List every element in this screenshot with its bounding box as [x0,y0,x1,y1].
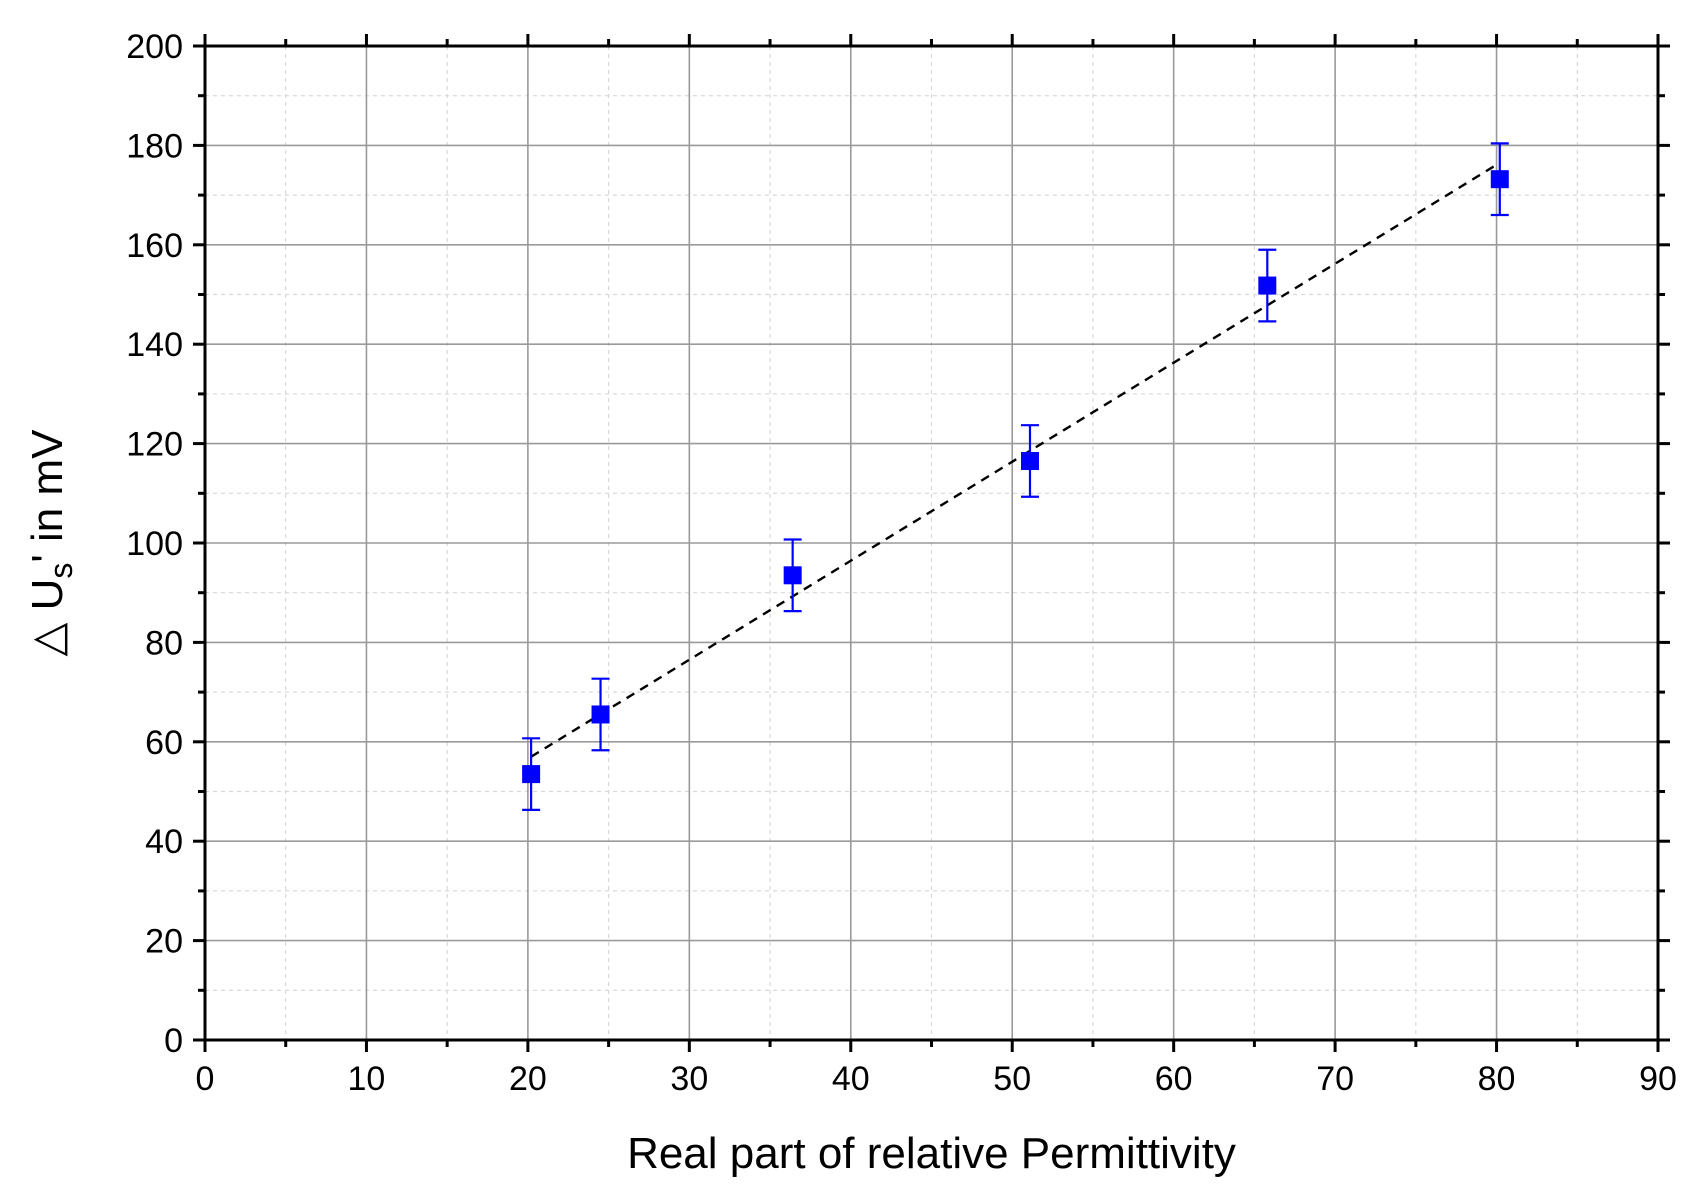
x-tick-label: 0 [196,1060,215,1098]
data-point [1258,276,1277,295]
y-tick-label: 60 [145,724,183,762]
fit-line [530,161,1501,758]
y-tick-label: 80 [145,624,183,662]
y-tick-label: 40 [145,823,183,861]
y-tick-label: 100 [126,525,183,563]
x-tick-label: 30 [670,1060,708,1098]
data-point [783,566,802,585]
y-tick-label: 160 [126,227,183,265]
axis-ticks [193,34,1670,1052]
data-point [1490,170,1509,189]
x-tick-label: 20 [509,1060,547,1098]
y-tick-label: 140 [126,326,183,364]
y-axis-title-subscript: s [43,563,79,579]
x-tick-label: 90 [1639,1060,1677,1098]
fit-line-group [530,161,1501,758]
grid [205,46,1658,1040]
y-tick-label: 120 [126,426,183,464]
data-point [522,765,541,784]
x-tick-label: 60 [1155,1060,1193,1098]
y-tick-label: 200 [126,28,183,66]
tick-labels: 0 10 20 30 40 50 60 70 80 90 0 20 40 60 80 100 120 140 160… [126,28,1677,1098]
y-axis-title-prefix: △ U [23,579,72,657]
x-axis-title: Real part of relative Permittivity [627,1129,1236,1178]
x-tick-label: 70 [1316,1060,1354,1098]
x-tick-label: 40 [832,1060,870,1098]
x-tick-label: 50 [993,1060,1031,1098]
y-tick-label: 0 [164,1022,183,1060]
data-points-group [522,142,1509,811]
y-tick-label: 180 [126,127,183,165]
y-tick-label: 20 [145,923,183,961]
x-tick-label: 10 [348,1060,386,1098]
data-point [1020,451,1039,470]
x-tick-label: 80 [1478,1060,1516,1098]
y-axis-title-suffix: ' in mV [23,429,72,563]
y-axis-title: △ Us' in mV [23,429,79,657]
data-point [591,705,610,724]
